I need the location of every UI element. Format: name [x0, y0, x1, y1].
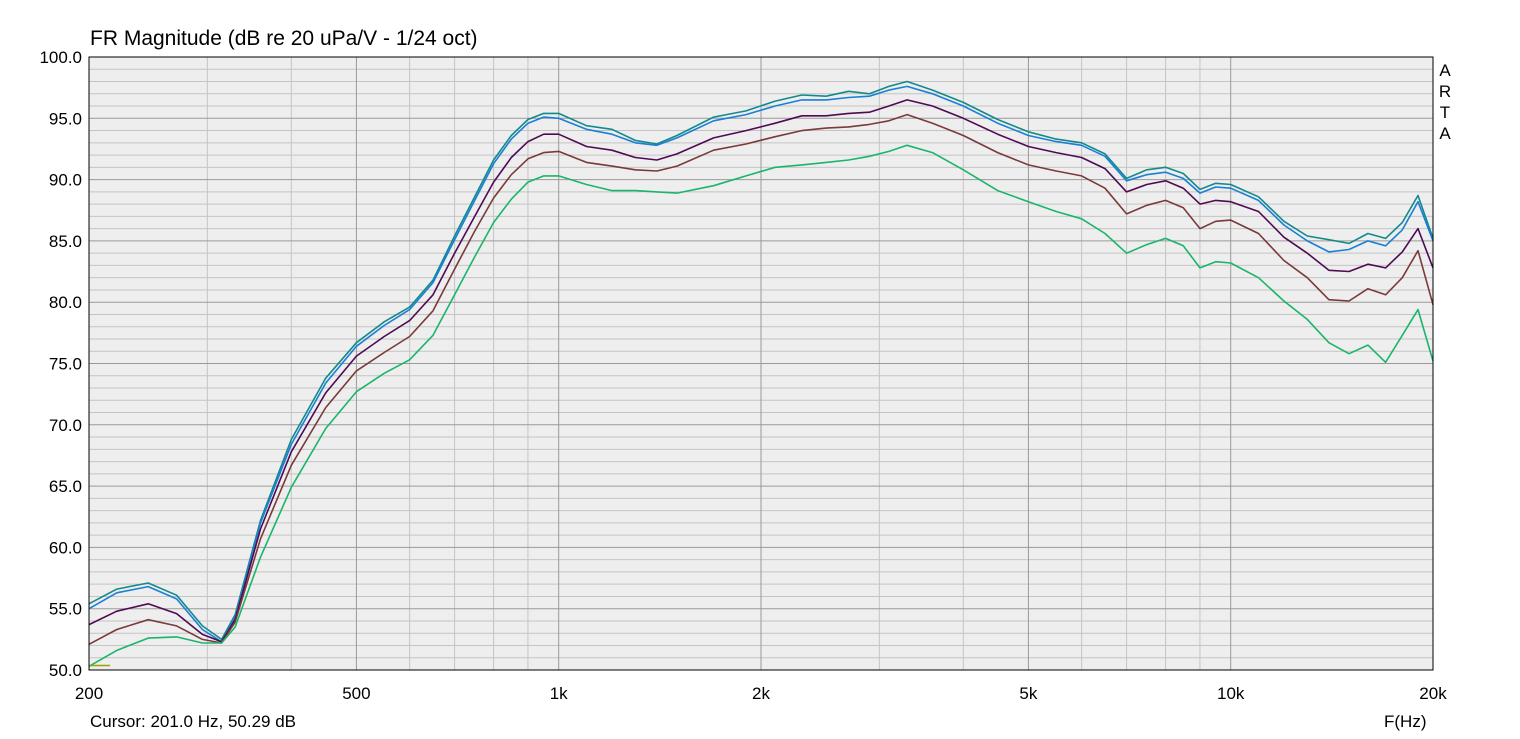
x-tick-label: 2k — [752, 684, 770, 703]
series-line — [88, 85, 1434, 643]
x-tick-label: 1k — [550, 684, 568, 703]
series-line — [88, 80, 1434, 641]
x-tick-label: 5k — [1019, 684, 1037, 703]
x-axis-label: F(Hz) — [1384, 712, 1427, 731]
arta-letter: T — [1439, 103, 1451, 122]
series-line — [88, 144, 1434, 667]
y-tick-label: 65.0 — [49, 477, 82, 496]
x-tick-label: 20k — [1419, 684, 1447, 703]
chart-title: FR Magnitude (dB re 20 uPa/V - 1/24 oct) — [90, 27, 478, 50]
arta-letter: A — [1439, 124, 1451, 143]
y-tick-label: 70.0 — [49, 416, 82, 435]
y-tick-label: 60.0 — [49, 538, 82, 557]
x-tick-label: 10k — [1217, 684, 1245, 703]
arta-watermark: A R T A — [1438, 60, 1452, 144]
major-grid — [89, 57, 1433, 670]
series-line — [88, 99, 1434, 643]
y-tick-label: 90.0 — [49, 171, 82, 190]
x-axis-ticks: 200 500 1k 2k 5k 10k 20k — [75, 684, 1447, 703]
y-tick-label: 100.0 — [39, 48, 82, 67]
x-tick-label: 500 — [342, 684, 370, 703]
y-tick-label: 80.0 — [49, 293, 82, 312]
y-tick-label: 95.0 — [49, 109, 82, 128]
arta-letter: A — [1439, 61, 1451, 80]
series-layer — [88, 80, 1434, 667]
cursor-readout: Cursor: 201.0 Hz, 50.29 dB — [90, 712, 297, 731]
y-tick-label: 75.0 — [49, 355, 82, 374]
series-line — [88, 113, 1434, 646]
plot-frame — [88, 56, 1434, 671]
y-tick-label: 55.0 — [49, 600, 82, 619]
arta-letter: R — [1438, 82, 1452, 101]
y-tick-label: 50.0 — [49, 661, 82, 680]
y-tick-label: 85.0 — [49, 232, 82, 251]
x-tick-label: 200 — [75, 684, 103, 703]
y-axis-ticks: 100.0 95.0 90.0 85.0 80.0 75.0 70.0 65.0 60.0 55.… — [39, 48, 82, 680]
